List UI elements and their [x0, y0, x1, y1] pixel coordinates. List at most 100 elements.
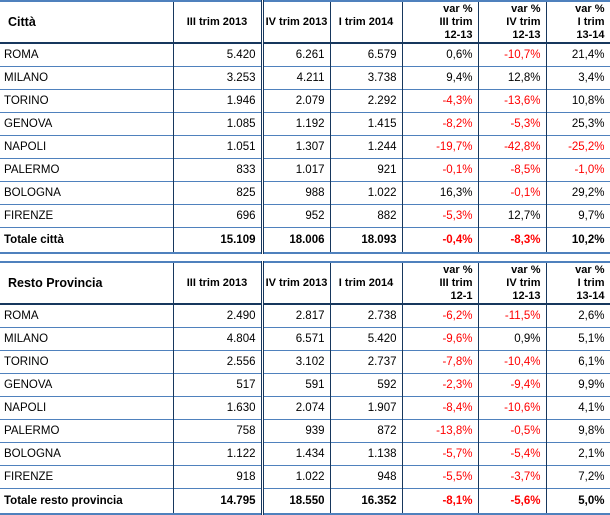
- value-cell: 592: [329, 373, 402, 397]
- value-cell: 4.804: [172, 327, 262, 351]
- pct-cell: -1,0%: [545, 158, 610, 182]
- value-cell: 872: [329, 419, 402, 443]
- pct-cell: 5,0%: [545, 488, 610, 514]
- total-label: Totale resto provincia: [0, 488, 173, 514]
- value-cell: 758: [172, 419, 262, 443]
- value-cell: 6.261: [260, 42, 330, 67]
- table-resto-provincia: Resto Provincia III trim 2013 IV trim 2013…: [0, 261, 610, 515]
- value-cell: 18.006: [260, 227, 330, 253]
- column-header-trim: III trim 2013: [172, 262, 262, 305]
- value-cell: 1.415: [329, 112, 402, 136]
- column-header-var: var % I trim 13-14: [545, 262, 610, 305]
- pct-cell: 16,3%: [401, 181, 478, 205]
- table-title: Città: [0, 1, 173, 44]
- total-label: Totale città: [0, 227, 173, 253]
- row-label: ROMA: [0, 303, 173, 328]
- table-row: GENOVA 1.085 1.192 1.415 -8,2% -5,3% 25,3%: [0, 112, 610, 136]
- table-row: TORINO 2.556 3.102 2.737 -7,8% -10,4% 6,1%: [0, 350, 610, 374]
- value-cell: 6.579: [329, 42, 402, 67]
- pct-cell: 12,7%: [477, 204, 546, 228]
- column-header-trim: IV trim 2013: [260, 262, 330, 305]
- header-line: IV trim: [506, 15, 541, 28]
- column-header-trim: IV trim 2013: [260, 1, 330, 44]
- header-line: 13-14: [576, 28, 605, 41]
- pct-cell: -13,8%: [401, 419, 478, 443]
- table-body: ROMA 5.420 6.261 6.579 0,6% -10,7% 21,4% MILANO…: [0, 42, 610, 253]
- header-line: var %: [575, 2, 605, 15]
- header-line: 12-1: [450, 289, 473, 302]
- pct-cell: -8,2%: [401, 112, 478, 136]
- table-row: NAPOLI 1.051 1.307 1.244 -19,7% -42,8% -25,2%: [0, 135, 610, 159]
- table-row: PALERMO 833 1.017 921 -0,1% -8,5% -1,0%: [0, 158, 610, 182]
- row-label: ROMA: [0, 42, 173, 67]
- header-line: var %: [511, 263, 541, 276]
- row-label: MILANO: [0, 327, 173, 351]
- table-row: BOLOGNA 825 988 1.022 16,3% -0,1% 29,2%: [0, 181, 610, 205]
- table-row: FIRENZE 696 952 882 -5,3% 12,7% 9,7%: [0, 204, 610, 228]
- column-header-trim: III trim 2013: [172, 1, 262, 44]
- row-label: FIRENZE: [0, 204, 173, 228]
- pct-cell: -11,5%: [477, 303, 546, 328]
- value-cell: 1.946: [172, 89, 262, 113]
- value-cell: 1.307: [260, 135, 330, 159]
- header-row: Resto Provincia III trim 2013 IV trim 2013…: [0, 262, 610, 305]
- column-header-trim: I trim 2014: [329, 1, 402, 44]
- pct-cell: 9,7%: [545, 204, 610, 228]
- column-header-var: var % IV trim 12-13: [477, 262, 546, 305]
- pct-cell: 4,1%: [545, 396, 610, 420]
- pct-cell: -3,7%: [477, 465, 546, 489]
- pct-cell: -5,6%: [477, 488, 546, 514]
- pct-cell: 10,8%: [545, 89, 610, 113]
- pct-cell: -2,3%: [401, 373, 478, 397]
- pct-cell: 7,2%: [545, 465, 610, 489]
- value-cell: 5.420: [329, 327, 402, 351]
- value-cell: 2.490: [172, 303, 262, 328]
- table-row: NAPOLI 1.630 2.074 1.907 -8,4% -10,6% 4,1%: [0, 396, 610, 420]
- pct-cell: 0,6%: [401, 42, 478, 67]
- row-label: TORINO: [0, 350, 173, 374]
- column-header-trim: I trim 2014: [329, 262, 402, 305]
- value-cell: 2.738: [329, 303, 402, 328]
- pct-cell: -42,8%: [477, 135, 546, 159]
- pct-cell: -25,2%: [545, 135, 610, 159]
- pct-cell: 2,1%: [545, 442, 610, 466]
- value-cell: 921: [329, 158, 402, 182]
- table-row: ROMA 5.420 6.261 6.579 0,6% -10,7% 21,4%: [0, 42, 610, 67]
- value-cell: 952: [260, 204, 330, 228]
- value-cell: 1.630: [172, 396, 262, 420]
- pct-cell: -4,3%: [401, 89, 478, 113]
- pct-cell: -8,3%: [477, 227, 546, 253]
- header-line: IV trim: [506, 276, 541, 289]
- value-cell: 948: [329, 465, 402, 489]
- column-header-var: var % IV trim 12-13: [477, 1, 546, 44]
- row-label: FIRENZE: [0, 465, 173, 489]
- pct-cell: -8,4%: [401, 396, 478, 420]
- pct-cell: -5,3%: [401, 204, 478, 228]
- value-cell: 16.352: [329, 488, 402, 514]
- table-header: Città III trim 2013 IV trim 2013 I trim 201…: [0, 1, 610, 44]
- value-cell: 2.737: [329, 350, 402, 374]
- table-row: GENOVA 517 591 592 -2,3% -9,4% 9,9%: [0, 373, 610, 397]
- header-line: 12-13: [512, 28, 541, 41]
- value-cell: 918: [172, 465, 262, 489]
- value-cell: 696: [172, 204, 262, 228]
- pct-cell: 29,2%: [545, 181, 610, 205]
- pct-cell: -5,3%: [477, 112, 546, 136]
- row-label: MILANO: [0, 66, 173, 90]
- table-header: Resto Provincia III trim 2013 IV trim 2013…: [0, 262, 610, 305]
- pct-cell: 25,3%: [545, 112, 610, 136]
- value-cell: 15.109: [172, 227, 262, 253]
- value-cell: 18.093: [329, 227, 402, 253]
- pct-cell: -19,7%: [401, 135, 478, 159]
- header-line: var %: [443, 263, 473, 276]
- pct-cell: -0,1%: [477, 181, 546, 205]
- pct-cell: -6,2%: [401, 303, 478, 328]
- pct-cell: -10,7%: [477, 42, 546, 67]
- pct-cell: -13,6%: [477, 89, 546, 113]
- pct-cell: -5,5%: [401, 465, 478, 489]
- table-row: ROMA 2.490 2.817 2.738 -6,2% -11,5% 2,6%: [0, 303, 610, 328]
- value-cell: 1.138: [329, 442, 402, 466]
- pct-cell: 2,6%: [545, 303, 610, 328]
- total-row: Totale resto provincia 14.795 18.550 16.352…: [0, 488, 610, 514]
